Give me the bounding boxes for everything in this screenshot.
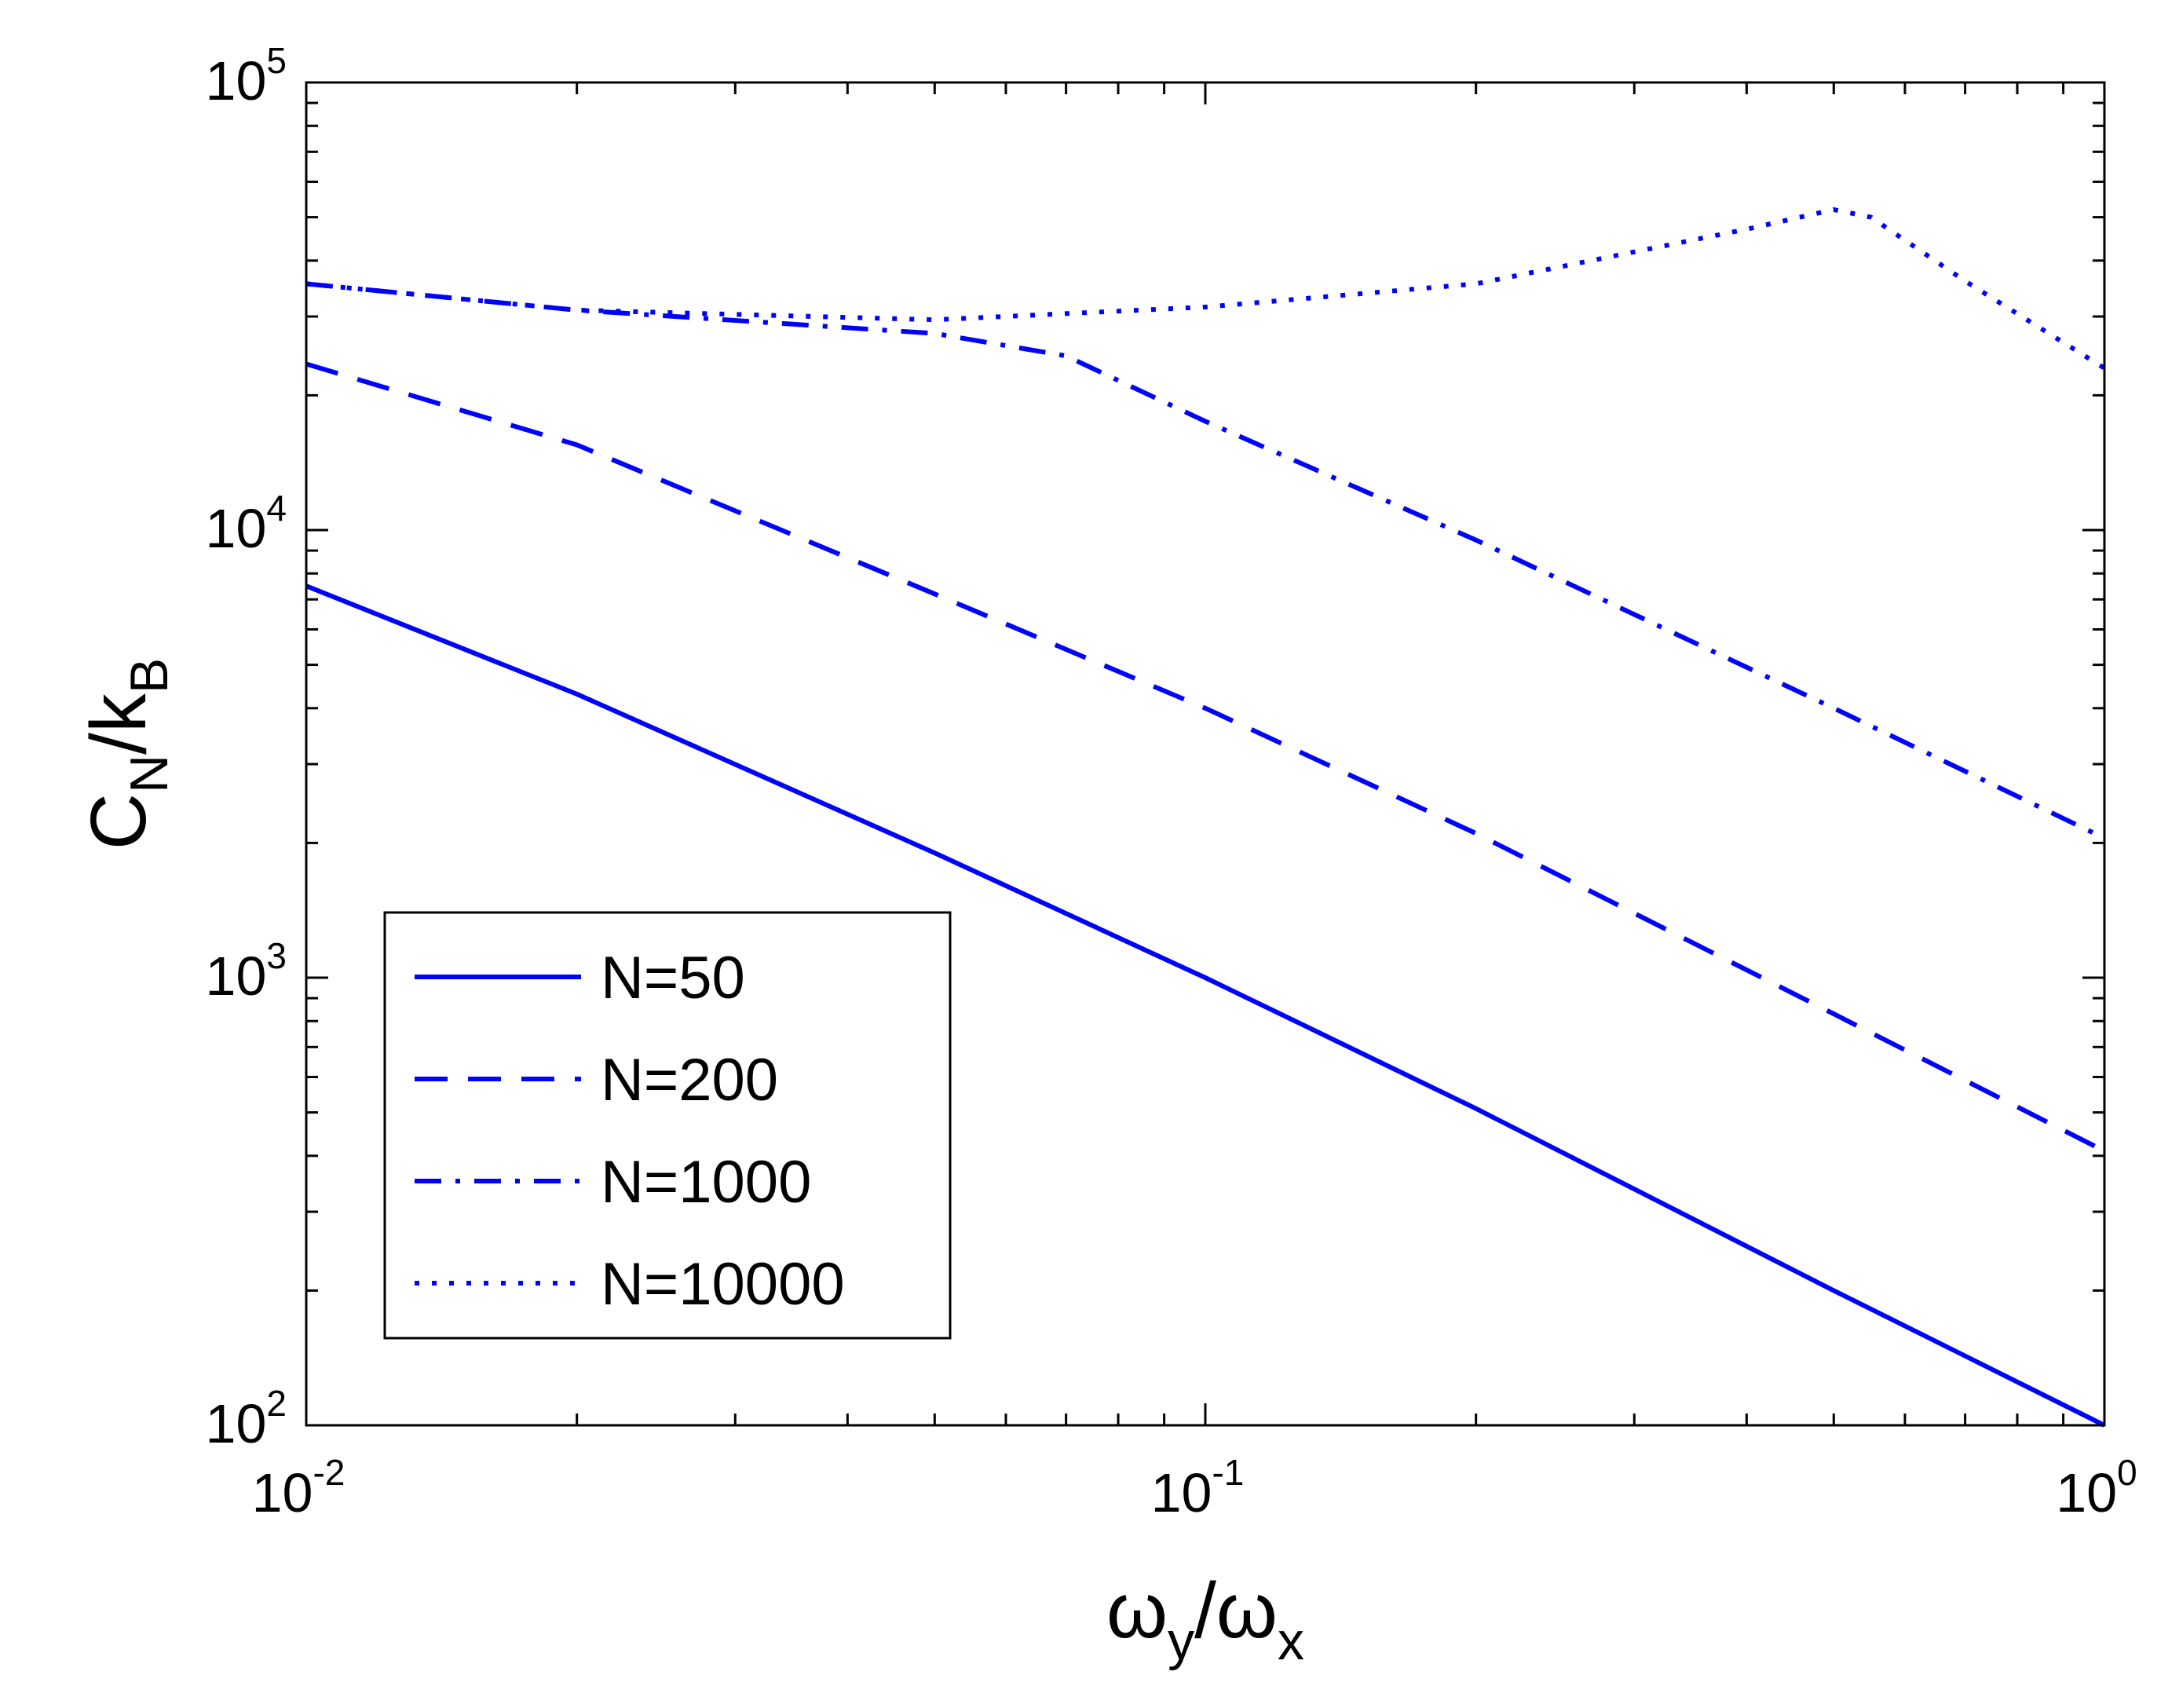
y-label-main2: k [75, 693, 163, 733]
series-line-n-200 [305, 361, 2106, 1154]
series-line-n-10000 [305, 207, 2106, 371]
y-tick-label: 103 [206, 935, 287, 1007]
plot-frame [305, 81, 2106, 1427]
legend-items: N=50 N=200 N=1000 N=10000 [415, 945, 845, 1318]
y-tick-label: 102 [206, 1383, 287, 1454]
x-tick-label: 100 [2056, 1452, 2137, 1523]
y-label-sub2: B [119, 658, 179, 693]
y-label-sub: N [119, 755, 179, 793]
legend-box [383, 911, 952, 1340]
axis-ticks [305, 82, 2104, 1427]
series-group [305, 207, 2106, 1428]
legend-label: N=200 [601, 1047, 778, 1114]
legend-label: N=1000 [601, 1149, 811, 1216]
x-label-main2: ω [1216, 1567, 1278, 1655]
y-axis-label: CN/kB [75, 658, 179, 850]
tick-labels: 10-2 10-1 100 102 103 104 105 [206, 40, 2137, 1523]
y-tick-label: 104 [206, 488, 287, 559]
y-tick-label: 105 [206, 40, 287, 112]
legend-label: N=10000 [601, 1251, 845, 1318]
x-label-sub: y [1168, 1611, 1194, 1671]
x-tick-label: 10-1 [1151, 1452, 1245, 1523]
x-label-sub2: x [1278, 1611, 1304, 1671]
series-line-n-1000 [305, 281, 2106, 841]
legend: N=50 N=200 N=1000 N=10000 [383, 911, 952, 1340]
y-label-slash: / [75, 733, 163, 755]
x-label-main: ω [1106, 1567, 1168, 1655]
y-label-main: C [75, 793, 163, 850]
x-tick-label: 10-2 [252, 1452, 345, 1523]
x-label-slash: / [1194, 1567, 1216, 1655]
series-line-n-50 [305, 583, 2106, 1428]
x-axis-label: ωy/ωx [1106, 1567, 1304, 1671]
legend-label: N=50 [601, 945, 745, 1011]
